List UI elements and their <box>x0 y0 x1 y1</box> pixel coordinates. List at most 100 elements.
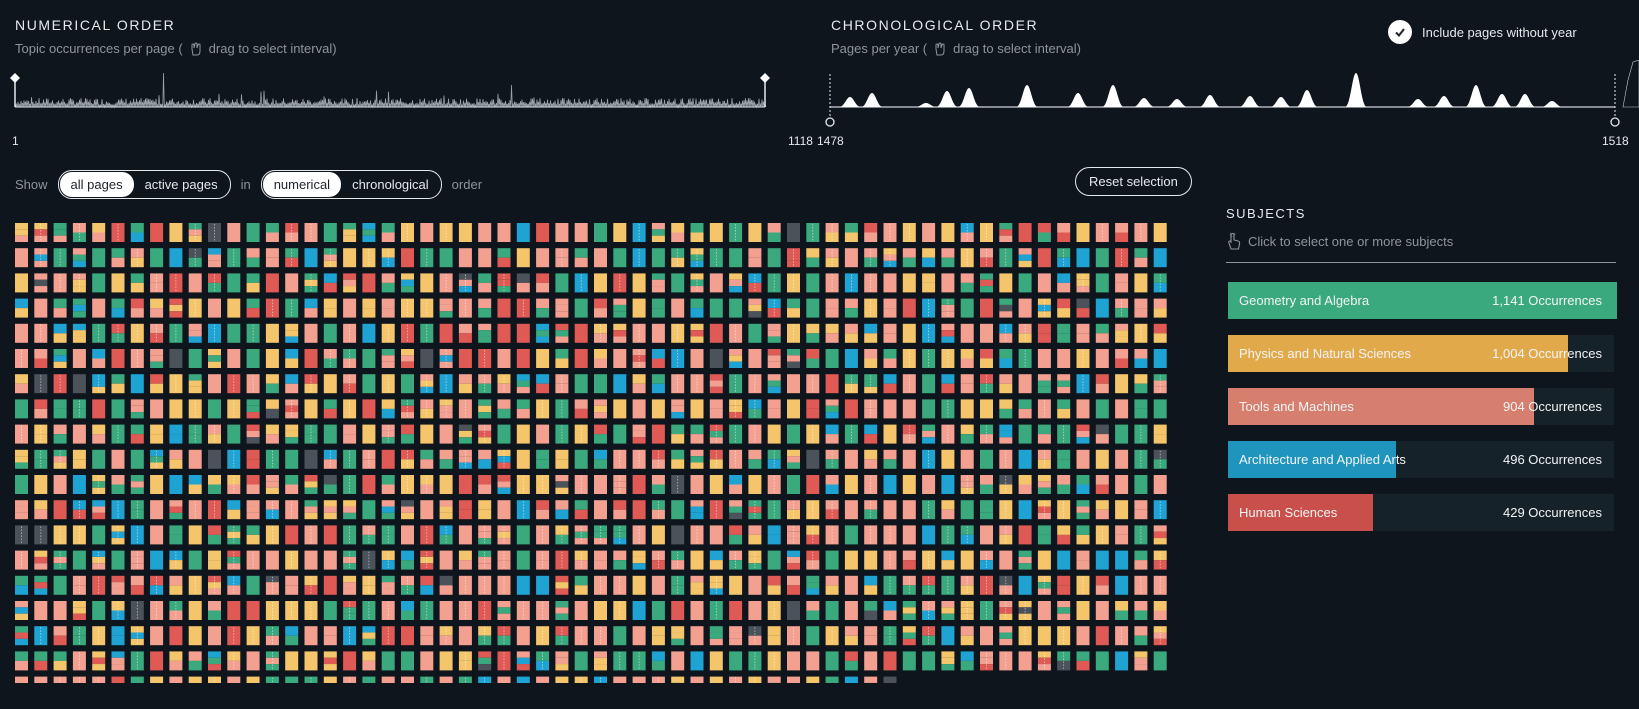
page-tile[interactable] <box>381 475 395 494</box>
page-tile[interactable] <box>1115 525 1129 545</box>
page-tile[interactable] <box>690 223 704 242</box>
page-tile[interactable] <box>1076 500 1090 520</box>
page-tile[interactable] <box>458 500 472 520</box>
page-tile[interactable] <box>980 323 993 343</box>
page-tile[interactable] <box>72 676 86 683</box>
page-tile[interactable] <box>478 349 492 368</box>
page-tile[interactable] <box>825 223 839 242</box>
page-tile[interactable] <box>323 273 337 293</box>
page-tile[interactable] <box>632 550 646 570</box>
page-tile[interactable] <box>516 626 530 646</box>
page-tile[interactable] <box>1057 223 1071 242</box>
page-tile[interactable] <box>15 550 28 570</box>
page-tile[interactable] <box>111 298 125 318</box>
page-tile[interactable] <box>227 223 241 242</box>
page-tile[interactable] <box>34 575 48 595</box>
page-tile[interactable] <box>72 550 86 570</box>
page-tile[interactable] <box>497 248 511 268</box>
page-tile[interactable] <box>15 626 28 646</box>
page-tile[interactable] <box>632 500 646 520</box>
page-tile[interactable] <box>458 223 472 242</box>
page-tile[interactable] <box>478 323 492 343</box>
page-tile[interactable] <box>883 223 897 242</box>
page-tile[interactable] <box>420 298 434 318</box>
page-tile[interactable] <box>362 298 376 318</box>
page-tile[interactable] <box>748 248 762 268</box>
page-tile[interactable] <box>787 601 800 620</box>
page-tile[interactable] <box>632 298 646 318</box>
page-tile[interactable] <box>980 550 993 570</box>
page-tile[interactable] <box>227 424 241 444</box>
page-tile[interactable] <box>265 298 279 318</box>
page-tile[interactable] <box>420 550 434 570</box>
page-tile[interactable] <box>169 399 183 419</box>
page-tile[interactable] <box>150 676 164 683</box>
page-tile[interactable] <box>594 273 607 293</box>
page-tile[interactable] <box>458 449 472 469</box>
page-tile[interactable] <box>1115 475 1129 494</box>
page-tile[interactable] <box>999 273 1013 293</box>
page-tile[interactable] <box>497 449 511 469</box>
page-tile[interactable] <box>767 349 781 368</box>
page-tile[interactable] <box>555 575 569 595</box>
page-tile[interactable] <box>941 223 955 242</box>
page-tile[interactable] <box>806 248 820 268</box>
page-tile[interactable] <box>246 374 260 394</box>
page-tile[interactable] <box>208 424 221 444</box>
page-tile[interactable] <box>34 651 48 671</box>
page-tile[interactable] <box>92 223 106 242</box>
page-tile[interactable] <box>574 399 588 419</box>
page-tile[interactable] <box>458 349 472 368</box>
page-tile[interactable] <box>748 651 762 671</box>
page-tile[interactable] <box>111 424 125 444</box>
page-tile[interactable] <box>999 575 1013 595</box>
page-tile[interactable] <box>130 248 144 268</box>
page-tile[interactable] <box>844 248 858 268</box>
page-tile[interactable] <box>516 273 530 293</box>
page-tile[interactable] <box>767 298 781 318</box>
page-tile[interactable] <box>709 601 723 620</box>
page-tile[interactable] <box>439 298 453 318</box>
page-tile[interactable] <box>709 626 723 646</box>
page-tile[interactable] <box>188 475 202 494</box>
page-tile[interactable] <box>651 500 665 520</box>
page-tile[interactable] <box>709 475 723 494</box>
page-tile[interactable] <box>883 298 897 318</box>
page-tile[interactable] <box>150 424 164 444</box>
page-tile[interactable] <box>34 349 48 368</box>
page-tile[interactable] <box>343 298 357 318</box>
page-tile[interactable] <box>15 323 28 343</box>
page-tile[interactable] <box>130 601 144 620</box>
page-tile[interactable] <box>188 500 202 520</box>
page-tile[interactable] <box>497 298 511 318</box>
page-tile[interactable] <box>208 399 221 419</box>
page-tile[interactable] <box>343 575 357 595</box>
page-tile[interactable] <box>536 676 550 683</box>
page-tile[interactable] <box>613 298 627 318</box>
page-tile[interactable] <box>806 424 820 444</box>
page-tile[interactable] <box>1057 475 1071 494</box>
page-tile[interactable] <box>787 550 800 570</box>
page-tile[interactable] <box>265 500 279 520</box>
page-tile[interactable] <box>381 349 395 368</box>
page-tile[interactable] <box>594 676 607 683</box>
page-tile[interactable] <box>844 601 858 620</box>
page-tile[interactable] <box>169 424 183 444</box>
page-tile[interactable] <box>671 500 685 520</box>
page-tile[interactable] <box>381 273 395 293</box>
page-tile[interactable] <box>15 374 28 394</box>
page-tile[interactable] <box>844 475 858 494</box>
page-tile[interactable] <box>53 525 67 545</box>
page-tile[interactable] <box>15 223 28 242</box>
page-tile[interactable] <box>1057 349 1071 368</box>
page-tile[interactable] <box>92 374 106 394</box>
page-tile[interactable] <box>1076 298 1090 318</box>
page-tile[interactable] <box>1134 601 1148 620</box>
page-tile[interactable] <box>401 676 414 683</box>
page-tile[interactable] <box>420 273 434 293</box>
page-tile[interactable] <box>632 273 646 293</box>
page-tile[interactable] <box>285 525 299 545</box>
page-tile[interactable] <box>787 626 800 646</box>
page-tile[interactable] <box>748 575 762 595</box>
page-tile[interactable] <box>671 424 685 444</box>
